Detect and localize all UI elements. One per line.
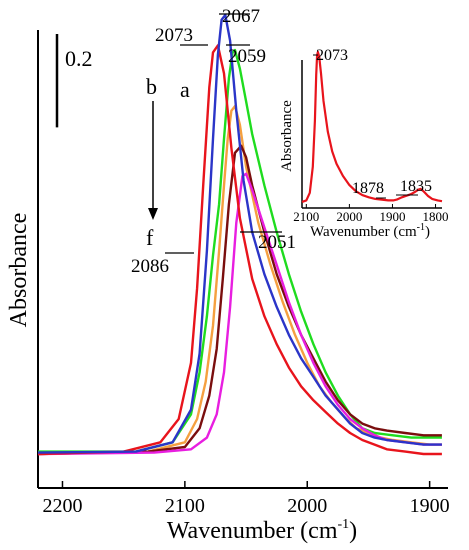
series-group (37, 13, 442, 456)
x-tick-label-2000: 2000 (287, 495, 327, 517)
inset-annotation-1878: 1878 (352, 180, 384, 197)
inset-x-axis-label-text: Wavenumber (cm (310, 224, 417, 240)
x-axis-label: Wavenumber (cm-1) (167, 517, 357, 544)
series-line-4 (37, 104, 442, 456)
x-axis-label-text: Wavenumber (cm (167, 518, 338, 544)
inset-peak-annotations: 2073 1878 1835 (313, 47, 432, 199)
inset-x-ticks: 2100 2000 1900 1800 (293, 204, 449, 224)
main-plot: 2200 2100 2000 1900 2073 2067 2059 2051 2086 0.… (6, 6, 450, 544)
annotation-2051: 2051 (258, 232, 296, 253)
sequence-start-label: b (146, 74, 157, 99)
sequence-end-label: f (146, 225, 154, 250)
series-line-6 (37, 172, 442, 456)
series-line-1 (37, 44, 442, 456)
annotation-2073: 2073 (155, 25, 193, 46)
inset-x-axis-label-close: ) (425, 224, 430, 240)
sequence-arrow-head (148, 208, 158, 220)
x-tick-label-2100: 2100 (165, 495, 205, 517)
inset-series-line-1 (301, 50, 443, 203)
annotation-2067: 2067 (222, 6, 260, 27)
inset-x-tick-label-1900: 1900 (379, 209, 405, 224)
peak-annotations: 2073 2067 2059 2051 2086 (131, 6, 296, 277)
series-line-5 (37, 144, 442, 456)
x-tick-label-2200: 2200 (42, 495, 82, 517)
inset-annotation-2073: 2073 (316, 47, 348, 64)
y-axis-label: Absorbance (6, 213, 32, 328)
x-axis-label-close: ) (349, 518, 357, 544)
inset-x-tick-label-1800: 1800 (423, 209, 449, 224)
inset-x-axis-label-superscript: -1 (417, 222, 425, 233)
series-a-label: a (180, 77, 190, 102)
inset-x-axis-label: Wavenumber (cm-1) (310, 222, 430, 240)
inset-x-tick-label-2100: 2100 (293, 209, 319, 224)
inset-plot: 2100 2000 1900 1800 2073 1878 1835 Absorbance… (279, 47, 449, 240)
x-axis-label-superscript: -1 (338, 517, 350, 532)
inset-series-group (301, 50, 443, 203)
inset-x-tick-label-2000: 2000 (336, 209, 362, 224)
scale-bar-label: 0.2 (65, 46, 93, 71)
x-tick-label-1900: 1900 (410, 495, 450, 517)
inset-annotation-1835: 1835 (400, 178, 432, 195)
series-line-2 (37, 13, 442, 454)
x-ticks: 2200 2100 2000 1900 (42, 481, 450, 517)
inset-y-axis-label: Absorbance (279, 100, 295, 172)
annotation-2059: 2059 (228, 46, 266, 67)
annotation-2086: 2086 (131, 256, 169, 277)
series-line-3 (38, 48, 442, 453)
